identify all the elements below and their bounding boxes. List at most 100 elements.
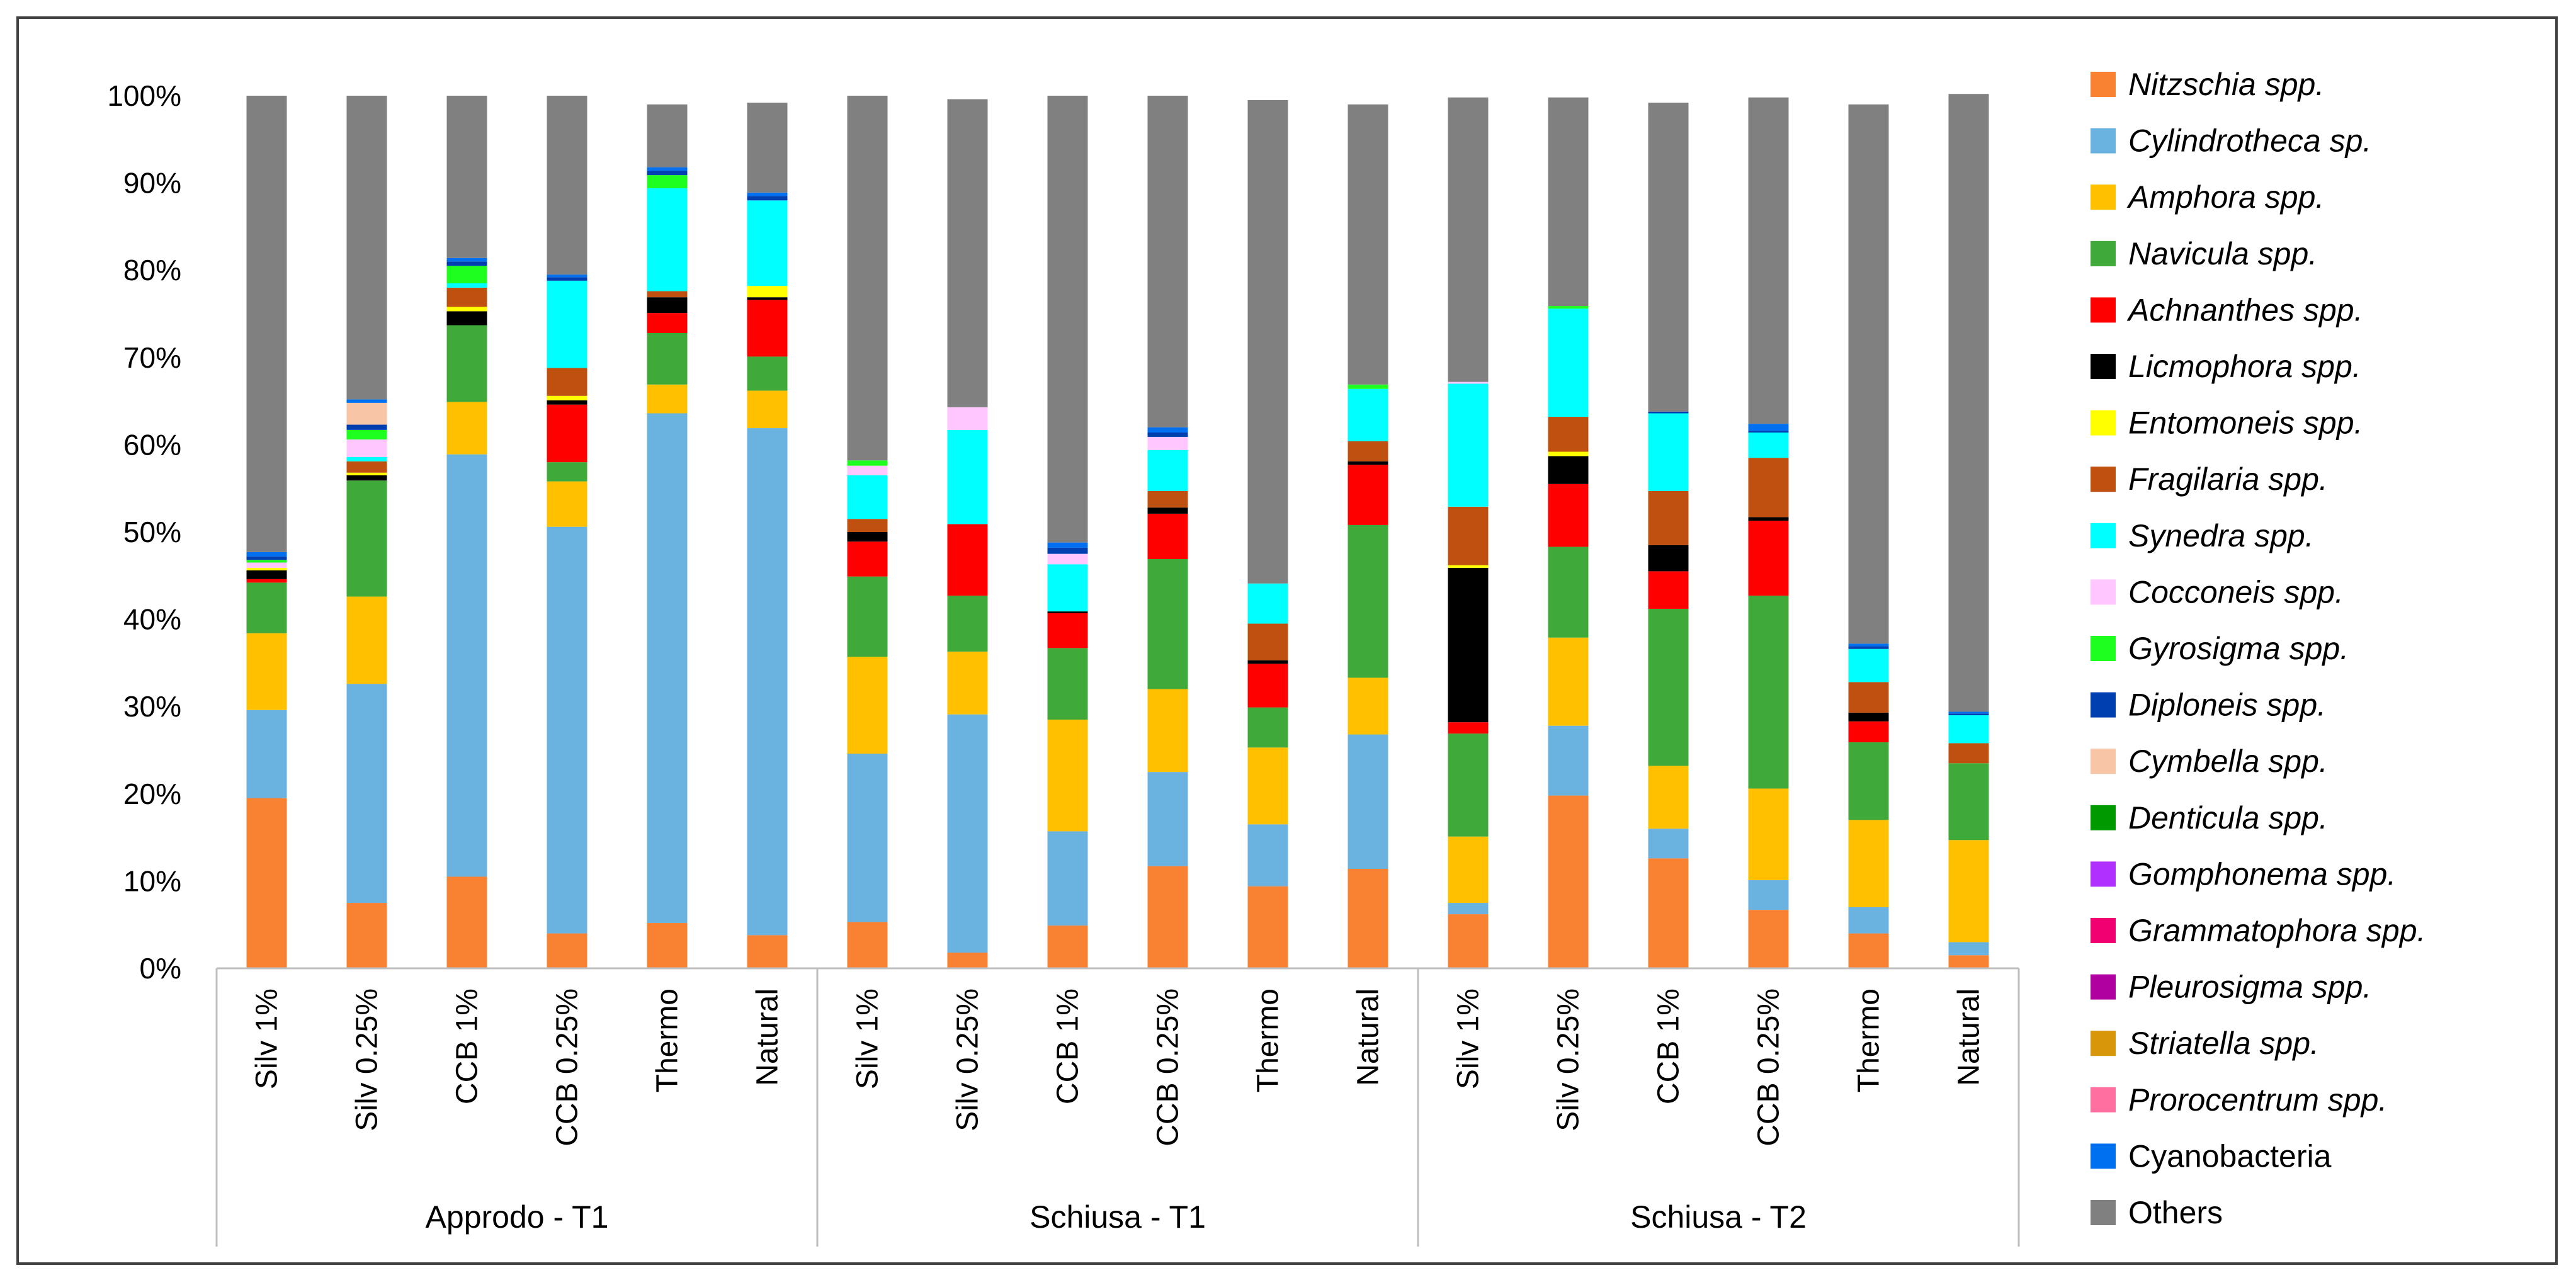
legend-label: Fragilaria spp. (2128, 461, 2328, 497)
bar-segment (747, 286, 788, 298)
bar-segment (847, 922, 888, 968)
bar-segment (1648, 608, 1689, 766)
bar-segment (1348, 465, 1388, 525)
x-tick-label: Thermo (651, 988, 684, 1092)
bar-segment (1848, 646, 1889, 649)
legend-swatch (2091, 184, 2116, 210)
bar-segment (1348, 868, 1388, 968)
bar-segment (1948, 713, 1989, 716)
bar-segment (346, 456, 387, 461)
stacked-bar-chart: 0% 10% 20% 30% 40% 50% 60% 70% 80% 90% 100% Silv 1%… (107, 67, 2426, 1247)
bar-segment (1748, 458, 1789, 518)
bar-segment (647, 384, 688, 414)
legend-label: Grammatophora spp. (2128, 913, 2426, 948)
bar-segment (1848, 721, 1889, 743)
bar-segment (1448, 914, 1489, 968)
x-tick-label: Silv 1% (251, 988, 284, 1089)
y-tick-label: 0% (140, 952, 181, 985)
bar-segment (446, 287, 487, 307)
bar-segment (1047, 547, 1088, 554)
bar-segment (947, 953, 988, 968)
legend-label: Cylindrotheca sp. (2128, 123, 2371, 159)
bar-segment (1147, 490, 1188, 508)
bar-segment (947, 714, 988, 953)
legend-swatch (2091, 974, 2116, 1000)
x-tick-label: Natural (1953, 988, 1986, 1086)
legend-label: Others (2128, 1195, 2223, 1230)
bar-segment (1648, 858, 1689, 968)
bar-segment (1448, 97, 1489, 382)
bar-segment (1448, 506, 1489, 565)
bar-segment (246, 710, 287, 798)
y-tick-label: 50% (123, 516, 181, 548)
bar-segment (547, 526, 587, 934)
x-tick-label: CCB 0.25% (551, 988, 584, 1146)
x-tick-label: CCB 1% (451, 988, 484, 1104)
bar-segment (847, 754, 888, 922)
bar-segment (1648, 490, 1689, 545)
x-tick-label: Natural (1352, 988, 1385, 1086)
bar-segment (1748, 520, 1789, 596)
bar-segment (547, 275, 587, 278)
legend-swatch (2091, 1200, 2116, 1225)
y-tick-label: 10% (123, 864, 181, 897)
bar-segment (446, 261, 487, 266)
bar-segment (847, 519, 888, 532)
legend-label: Amphora spp. (2126, 179, 2324, 215)
bar-segment (1448, 836, 1489, 903)
bar-segment (1748, 788, 1789, 881)
legend-label: Gyrosigma spp. (2128, 631, 2349, 666)
bar-segment (1648, 103, 1689, 412)
x-tick-label: Silv 0.25% (1552, 988, 1586, 1131)
bar-segment (446, 876, 487, 968)
legend-label: Prorocentrum spp. (2128, 1082, 2387, 1118)
bar-segment (1448, 903, 1489, 915)
bar-segment (1047, 542, 1088, 548)
legend-swatch (2091, 861, 2116, 887)
bar-segment (1147, 513, 1188, 559)
y-tick-label: 90% (123, 167, 181, 200)
bar-segment (747, 192, 788, 196)
bar-segment (1748, 880, 1789, 910)
bar-segment (747, 935, 788, 968)
bar-segment (446, 454, 487, 877)
bar-segment (1648, 766, 1689, 829)
bar-segment (1247, 747, 1288, 825)
legend-label: Gomphonema spp. (2128, 856, 2396, 892)
bar-segment (1648, 413, 1689, 491)
bar-segment (446, 283, 487, 288)
bar-segment (1147, 432, 1188, 437)
bar-segment (1047, 648, 1088, 720)
y-tick-label: 30% (123, 690, 181, 723)
bar-segment (1247, 623, 1288, 660)
bar-segment (446, 311, 487, 325)
bar-segment (747, 196, 788, 201)
legend-swatch (2091, 354, 2116, 379)
legend-label: Entomoneis spp. (2128, 405, 2363, 441)
chart-frame: 0% 10% 20% 30% 40% 50% 60% 70% 80% 90% 100% Silv 1%… (16, 16, 2558, 1265)
bar-segment (1348, 461, 1388, 465)
legend-swatch (2091, 297, 2116, 323)
bar-segment (1348, 388, 1388, 441)
bar-segment (1748, 97, 1789, 424)
bar-segment (647, 171, 688, 176)
bar-segment (1648, 411, 1689, 414)
bar-segment (1448, 567, 1489, 723)
bar-segment (1648, 829, 1689, 859)
bar-segment (747, 200, 788, 286)
bar-segment (246, 567, 287, 570)
legend-label: Licmophora spp. (2128, 349, 2361, 384)
x-tick-label: CCB 0.25% (1752, 988, 1786, 1146)
legend-swatch (2091, 692, 2116, 718)
legend-label: Cymbella spp. (2128, 744, 2328, 779)
bar-segment (1948, 763, 1989, 841)
bar-segment (1548, 725, 1589, 796)
bar-segment (1848, 712, 1889, 722)
bar-segment (346, 439, 387, 457)
bar-segment (1848, 648, 1889, 682)
legend-swatch (2091, 128, 2116, 154)
bar-segment (1748, 424, 1789, 431)
x-tick-label: Thermo (1853, 988, 1886, 1092)
bar-segment (1848, 820, 1889, 907)
bar-segment (346, 472, 387, 475)
